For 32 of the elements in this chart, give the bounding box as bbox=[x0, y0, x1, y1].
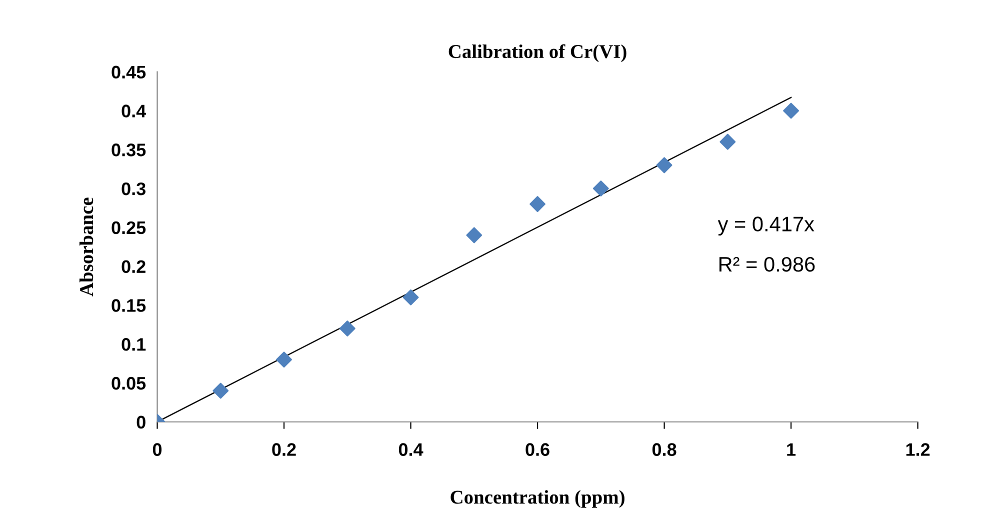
point bbox=[530, 196, 546, 212]
x-tick-label: 0.6 bbox=[526, 443, 550, 456]
y-axis-title: Absorbance bbox=[79, 198, 94, 296]
x-axis-title: Concentration (ppm) bbox=[450, 490, 624, 508]
x-tick-label: 1 bbox=[787, 443, 796, 456]
point bbox=[276, 352, 292, 368]
point bbox=[402, 289, 419, 306]
y-tick-label: 0.05 bbox=[112, 376, 146, 390]
x-tick-label: 0.2 bbox=[272, 443, 296, 456]
y-tick-label: 0 bbox=[136, 416, 146, 429]
y-tick-label: 0.4 bbox=[122, 104, 146, 118]
point bbox=[212, 382, 229, 399]
annotation: y = 0.417x bbox=[718, 216, 814, 236]
annotation: R² = 0.986 bbox=[719, 256, 815, 272]
point bbox=[656, 157, 672, 174]
point bbox=[783, 102, 800, 119]
y-tick-label: 0.35 bbox=[112, 144, 146, 156]
point bbox=[466, 227, 482, 244]
y-tick-label: 0.25 bbox=[112, 221, 146, 234]
point bbox=[720, 134, 736, 150]
x-tick-label: 0.4 bbox=[398, 443, 424, 456]
chart-title: Calibration of Cr(VI) bbox=[448, 44, 626, 62]
y-tick-label: 0.1 bbox=[122, 338, 146, 351]
point bbox=[592, 180, 609, 196]
point bbox=[339, 320, 356, 337]
y-tick-label: 0.3 bbox=[122, 182, 146, 196]
x-tick-label: 0 bbox=[152, 443, 162, 456]
y-tick-label: 0.45 bbox=[112, 66, 146, 79]
x-tick-label: 1.2 bbox=[906, 443, 930, 456]
y-tick-label: 0.15 bbox=[112, 299, 146, 312]
y-tick-label: 0.2 bbox=[122, 260, 146, 274]
x-tick-label: 0.8 bbox=[652, 443, 676, 456]
